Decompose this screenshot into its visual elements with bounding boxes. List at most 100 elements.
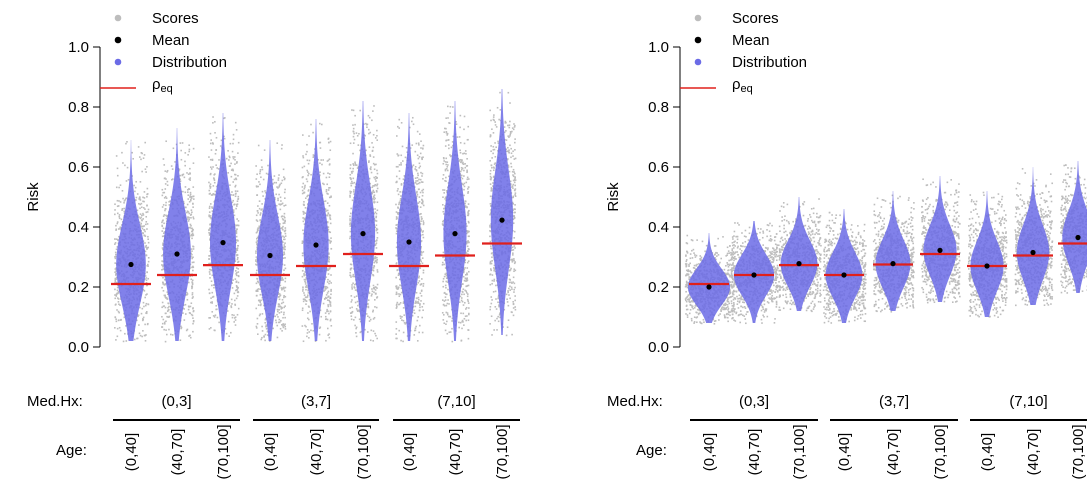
score-point (208, 181, 210, 184)
score-point (231, 314, 233, 316)
score-point (308, 135, 310, 137)
score-point (399, 317, 402, 319)
score-point (190, 230, 193, 233)
score-point (235, 241, 237, 244)
score-point (422, 223, 425, 226)
score-point (280, 319, 282, 322)
score-point (188, 148, 191, 151)
mean-point (128, 261, 134, 268)
score-point (235, 203, 238, 206)
score-point (168, 204, 171, 206)
score-point (218, 321, 220, 324)
score-point (163, 284, 166, 286)
score-point (162, 215, 165, 218)
score-point (284, 328, 287, 330)
score-point (419, 263, 422, 265)
score-point (350, 256, 353, 258)
score-point (355, 289, 358, 291)
score-point (422, 302, 425, 305)
score-point (145, 215, 148, 218)
score-point (213, 181, 216, 184)
score-point (234, 173, 236, 176)
score-point (363, 123, 365, 125)
score-point (235, 284, 238, 287)
age-group-label: (40,70] (169, 429, 186, 476)
score-point (119, 329, 122, 332)
score-point (467, 178, 470, 180)
score-point (373, 212, 375, 215)
score-point (375, 227, 378, 230)
score-point (140, 222, 142, 225)
score-point (147, 265, 149, 267)
score-point (262, 195, 264, 197)
score-point (418, 275, 420, 278)
score-point (142, 289, 145, 291)
score-point (367, 305, 370, 308)
score-point (227, 172, 229, 174)
score-point (322, 302, 325, 305)
score-point (125, 142, 127, 145)
score-point (187, 194, 190, 196)
score-point (230, 305, 232, 307)
score-point (117, 298, 120, 300)
score-point (301, 166, 304, 169)
score-point (417, 302, 420, 304)
score-point (255, 214, 258, 217)
score-point (114, 255, 117, 258)
score-point (373, 196, 375, 199)
score-point (419, 206, 422, 208)
score-point (399, 191, 401, 193)
score-point (353, 181, 356, 184)
score-point (326, 281, 329, 283)
score-point (237, 224, 240, 227)
score-point (303, 187, 306, 190)
score-point (282, 301, 285, 304)
score-point (283, 287, 285, 290)
score-point (115, 278, 118, 280)
score-point (146, 193, 149, 195)
score-point (281, 307, 284, 309)
score-point (302, 340, 305, 343)
score-point (118, 303, 120, 306)
score-point (233, 203, 236, 206)
score-point (304, 283, 307, 285)
score-point (282, 325, 284, 327)
score-point (281, 228, 284, 231)
score-point (165, 140, 167, 143)
score-point (402, 307, 405, 309)
score-point (163, 322, 166, 325)
score-point (237, 268, 240, 270)
score-point (163, 214, 166, 216)
score-point (255, 231, 258, 234)
score-point (318, 174, 321, 177)
score-point (302, 155, 304, 157)
score-point (236, 287, 239, 289)
score-point (114, 213, 116, 216)
score-point (188, 178, 191, 180)
score-point (208, 205, 211, 208)
score-point (228, 155, 231, 158)
score-point (325, 339, 327, 342)
score-point (166, 315, 168, 318)
score-point (399, 293, 402, 296)
score-point (368, 160, 370, 162)
score-point (354, 161, 356, 164)
score-point (372, 146, 375, 149)
score-point (372, 110, 374, 112)
score-point (162, 268, 164, 271)
score-point (161, 254, 163, 257)
score-point (161, 247, 164, 249)
score-point (119, 226, 122, 229)
score-point (162, 281, 164, 284)
score-point (276, 308, 279, 311)
score-point (183, 202, 185, 205)
score-point (116, 205, 119, 208)
score-point (278, 321, 281, 324)
score-point (163, 164, 166, 166)
score-point (396, 305, 398, 308)
score-point (184, 191, 187, 194)
score-point (256, 269, 258, 272)
score-point (257, 227, 259, 229)
score-point (164, 283, 167, 285)
score-point (421, 201, 424, 204)
